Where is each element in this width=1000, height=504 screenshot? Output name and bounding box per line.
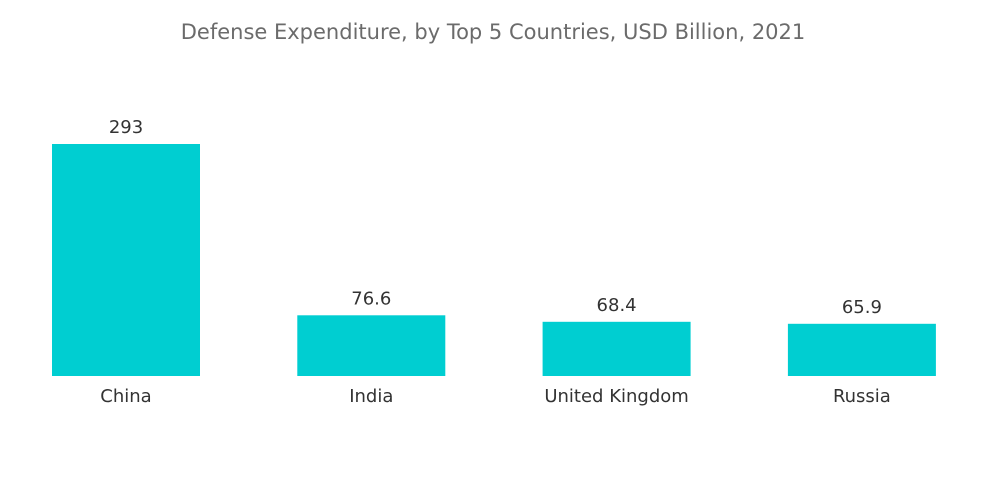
bar-united-kingdom [542, 321, 691, 376]
value-label-united-kingdom: 68.4 [597, 295, 637, 316]
bar-russia [787, 323, 936, 376]
bars-layer [52, 144, 936, 376]
value-label-russia: 65.9 [842, 297, 882, 318]
tick-label-united-kingdom: United Kingdom [544, 386, 688, 407]
tick-label-india: India [349, 386, 393, 407]
value-label-india: 76.6 [351, 288, 391, 309]
value-labels-layer: 293 76.6 68.4 65.9 [109, 117, 882, 318]
bar-china [52, 144, 200, 376]
x-axis-tick-labels: China India United Kingdom Russia [100, 386, 891, 407]
value-label-china: 293 [109, 117, 143, 138]
tick-label-russia: Russia [833, 386, 891, 407]
chart-title: Defense Expenditure, by Top 5 Countries,… [181, 20, 806, 44]
tick-label-china: China [100, 386, 151, 407]
bar-india [297, 315, 446, 376]
